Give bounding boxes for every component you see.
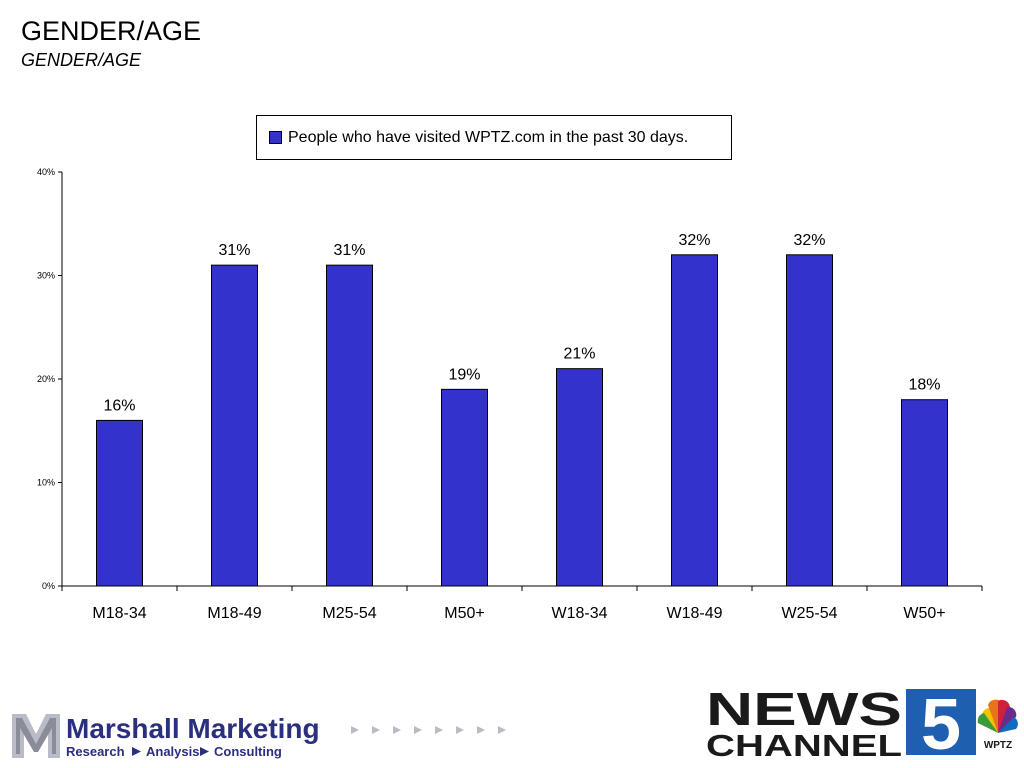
marshall-marketing-logo: Marshall Marketing Research Analysis Con…: [12, 713, 506, 759]
bar: [901, 399, 948, 587]
x-tick-label: M18-49: [207, 605, 261, 622]
station-logo-number: 5: [921, 685, 961, 760]
x-tick-label: W18-34: [551, 605, 607, 622]
y-tick-label: 30%: [37, 271, 55, 281]
y-tick-label: 20%: [37, 374, 55, 384]
arrow-icon: [132, 747, 141, 756]
y-tick-label: 0%: [42, 581, 55, 591]
data-label: 31%: [333, 242, 365, 259]
tagline-consulting: Consulting: [214, 744, 282, 759]
chart-legend: People who have visited WPTZ.com in the …: [256, 115, 732, 160]
data-label: 18%: [908, 377, 940, 394]
data-label: 32%: [793, 232, 825, 249]
company-name: Marshall Marketing: [66, 713, 320, 744]
bar: [441, 388, 488, 587]
legend-label: People who have visited WPTZ.com in the …: [288, 128, 689, 146]
bar: [671, 254, 718, 587]
x-tick-label: W25-54: [781, 605, 837, 622]
x-tick-label: M50+: [444, 605, 484, 622]
decorative-arrow-row-icon: [351, 726, 506, 734]
slide-subtitle: GENDER/AGE: [21, 50, 142, 70]
station-logo-channel: CHANNEL: [706, 728, 902, 760]
data-label: 16%: [103, 397, 135, 414]
x-tick-label: M18-34: [92, 605, 146, 622]
data-label: 31%: [218, 242, 250, 259]
x-tick-label: M25-54: [322, 605, 376, 622]
number-badge: [906, 689, 976, 755]
tagline-analysis: Analysis: [146, 744, 199, 759]
data-label: 21%: [563, 346, 595, 363]
bar: [556, 368, 603, 587]
x-tick-label: W50+: [903, 605, 945, 622]
arrow-icon: [200, 747, 209, 756]
x-tick-label: W18-49: [666, 605, 722, 622]
bar: [326, 264, 373, 587]
y-tick-label: 10%: [37, 478, 55, 488]
data-label: 32%: [678, 232, 710, 249]
bar: [786, 254, 833, 587]
bar: [211, 264, 258, 587]
legend-swatch: [269, 131, 282, 144]
tagline-research: Research: [66, 744, 125, 759]
station-logo-news: NEWS: [706, 685, 902, 735]
y-tick-label: 40%: [37, 167, 55, 177]
news-channel-5-logo: NEWS CHANNEL 5 WPTZ: [706, 685, 1018, 760]
mm-monogram-icon: [12, 714, 60, 758]
data-label: 19%: [448, 366, 480, 383]
slide-title: GENDER/AGE: [21, 16, 202, 46]
peacock-icon: [977, 699, 1018, 733]
bar: [96, 419, 143, 587]
station-callsign: WPTZ: [984, 740, 1012, 751]
